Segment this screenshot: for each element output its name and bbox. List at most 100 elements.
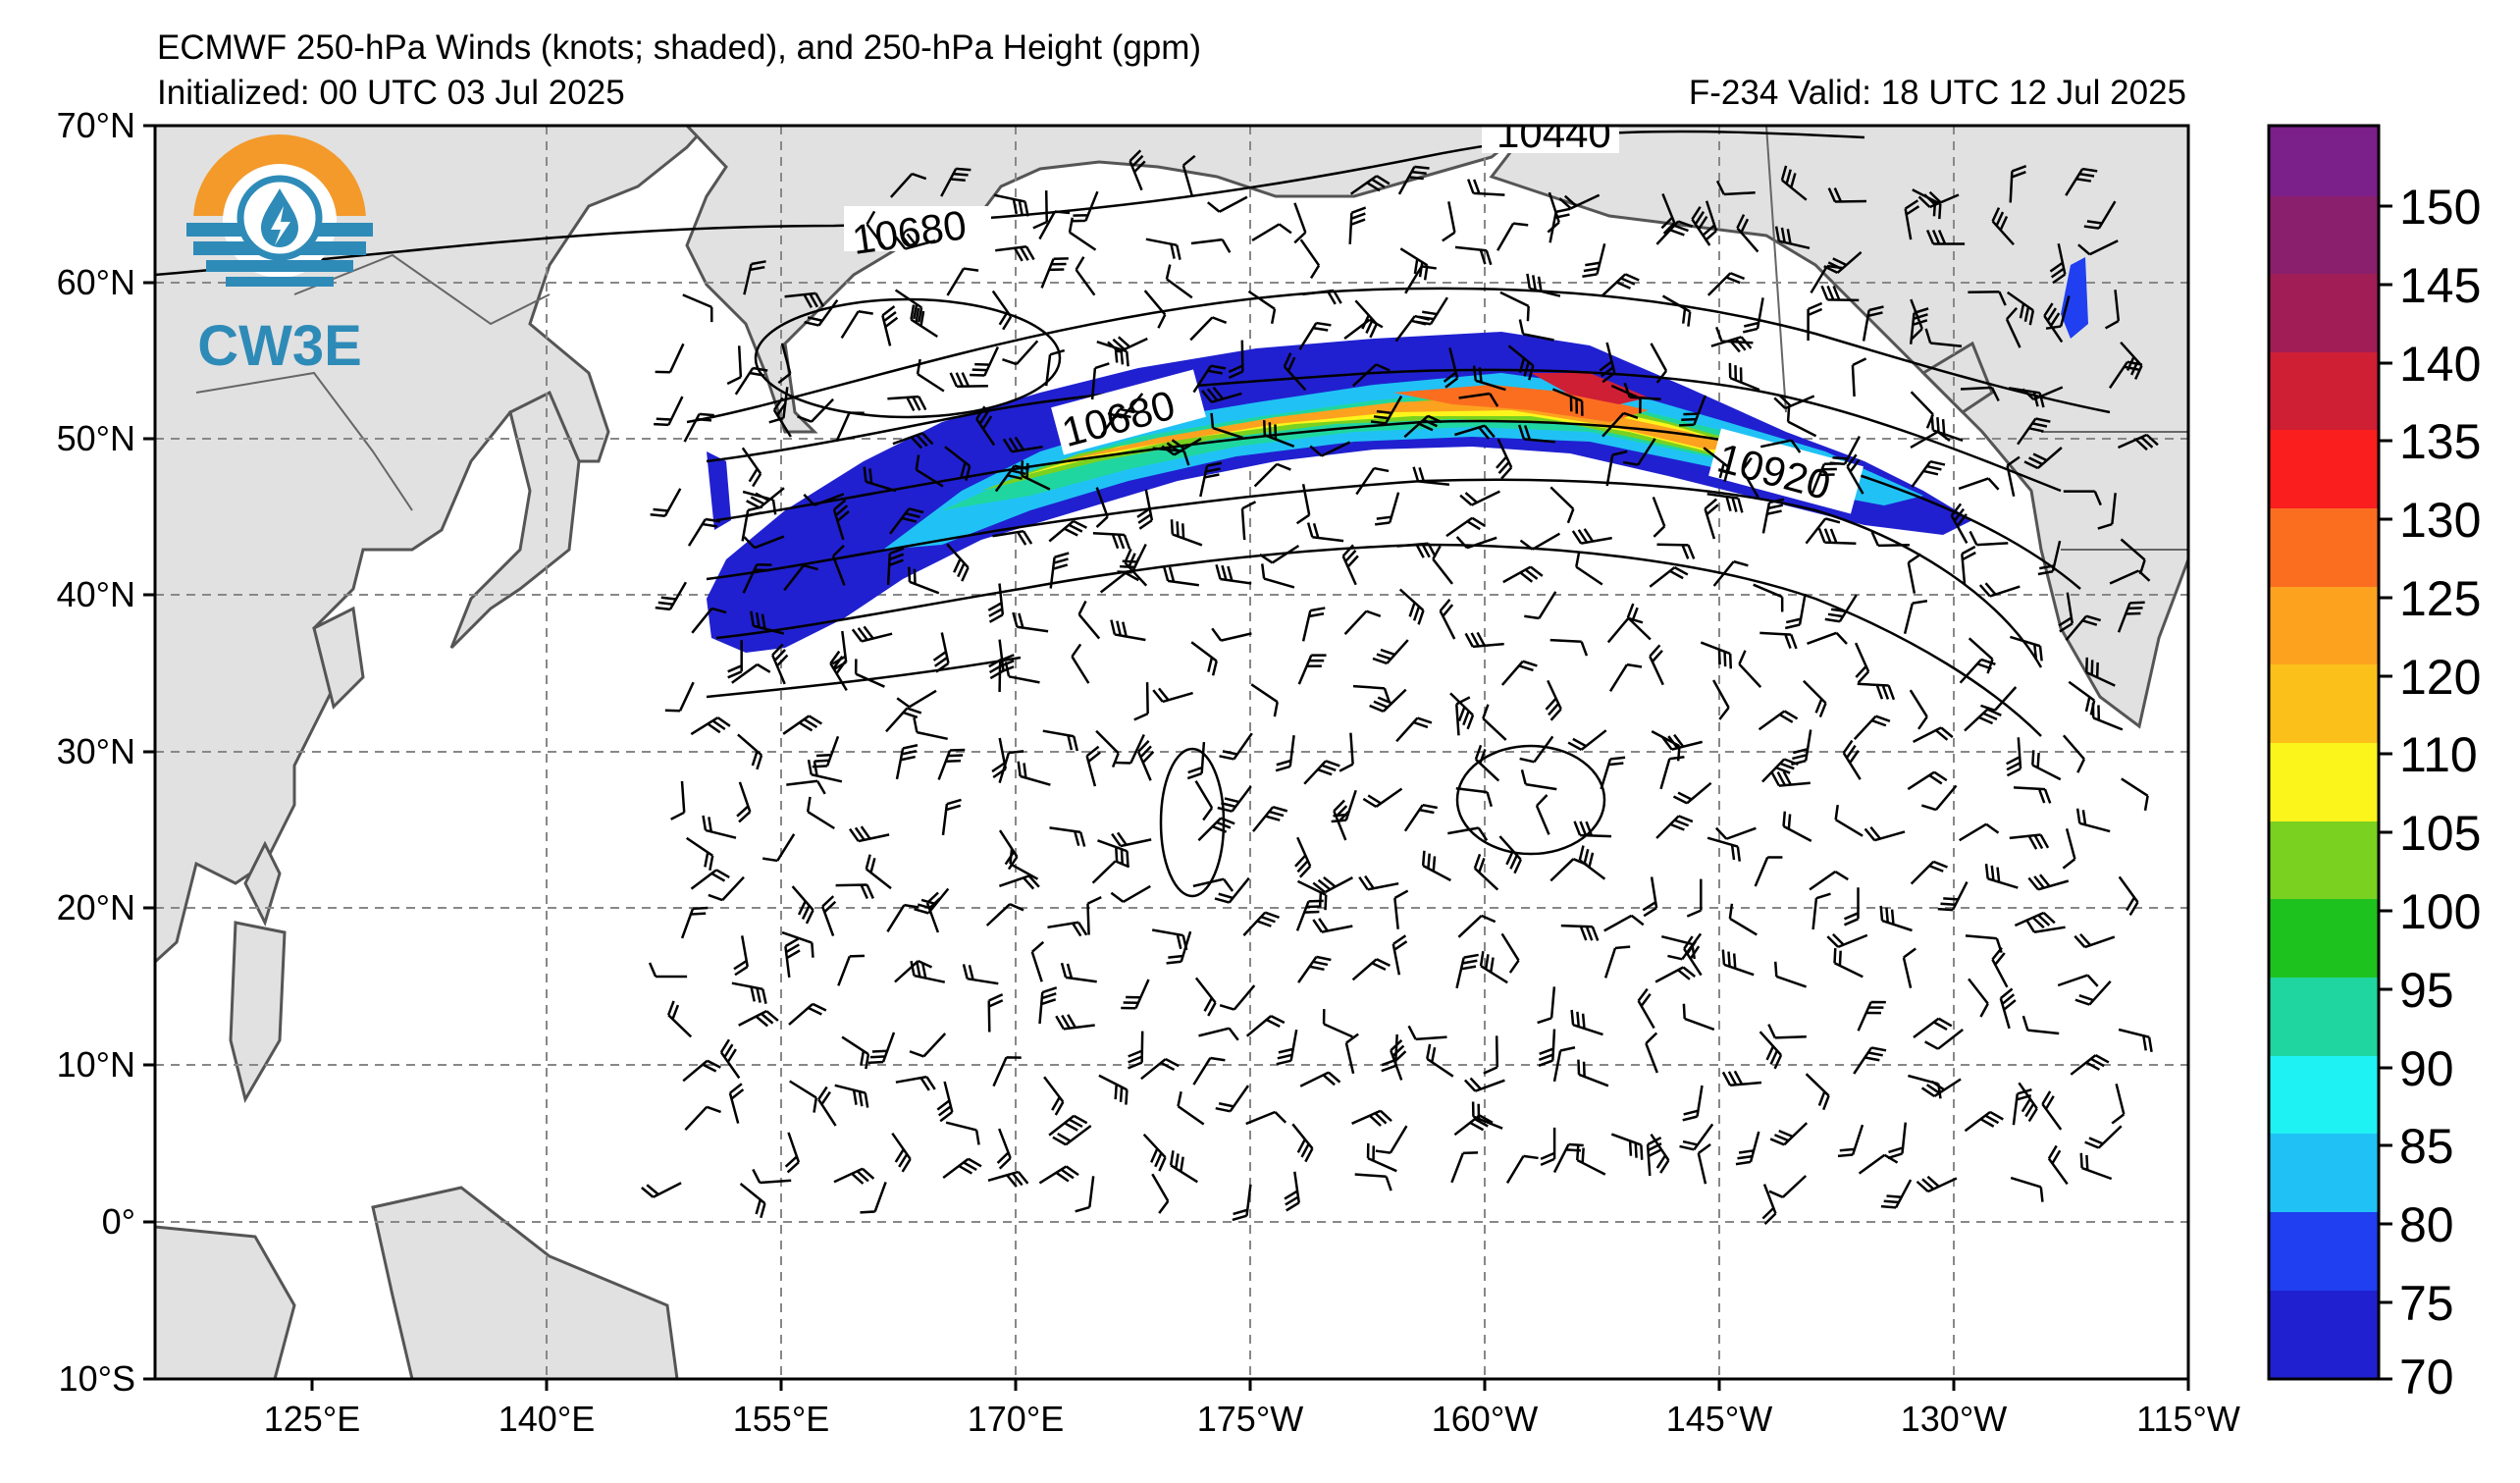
wind-barb [1459, 490, 1500, 506]
wind-barb [1809, 870, 1849, 891]
wind-barb [807, 759, 843, 783]
wind-barb [1712, 679, 1730, 720]
wind-barb [885, 707, 922, 733]
wind-barb [2023, 447, 2063, 470]
wind-barb [1526, 273, 1561, 297]
wind-barb [1969, 530, 2009, 547]
wind-barb [1576, 1144, 1606, 1176]
wind-barb [1807, 631, 1848, 645]
wind-barb [2065, 614, 2102, 642]
wind-barb [1805, 1073, 1830, 1111]
wind-barb [772, 397, 792, 438]
wind-barb [2006, 737, 2022, 777]
wind-barb [2065, 167, 2098, 196]
lat-label: 50°N [57, 418, 135, 458]
wind-barb [1968, 637, 1994, 674]
wind-barb [1907, 553, 1922, 594]
wind-barb [2021, 1015, 2060, 1035]
wind-barb [1247, 290, 1277, 324]
wind-barb [913, 716, 948, 741]
wind-barb [1924, 1029, 1964, 1050]
wind-barb [1958, 477, 2000, 491]
wind-barb [881, 305, 899, 346]
wind-barb [1473, 853, 1499, 891]
wind-barb [1219, 984, 1256, 1011]
wind-barb [1703, 447, 1730, 482]
wind-barb [915, 454, 944, 488]
wind-barb [1817, 528, 1857, 546]
wind-barb [1219, 732, 1253, 761]
wind-barb [654, 396, 684, 427]
lat-label: 70°N [57, 105, 135, 145]
wind-barb [1250, 683, 1279, 717]
wind-barb [1920, 784, 1958, 812]
wind-barb [1837, 1124, 1864, 1158]
wind-barb [1092, 532, 1131, 550]
lon-label: 160°W [1432, 1399, 1538, 1439]
colorbar-tick: 70 [2399, 1350, 2454, 1404]
wind-barb [719, 1038, 741, 1080]
wind-barb [1853, 1046, 1887, 1075]
valid-time: F-234 Valid: 18 UTC 12 Jul 2025 [1689, 74, 2186, 112]
wind-barb [1215, 564, 1252, 585]
wind-barb [1524, 591, 1557, 620]
wind-barb [837, 954, 866, 986]
colorbar-tick: 100 [2399, 884, 2481, 939]
wind-barb [1048, 519, 1087, 543]
wind-barb [1623, 382, 1661, 401]
wind-barb [1937, 881, 1969, 912]
wind-barb [1306, 522, 1344, 543]
wind-barb [1136, 739, 1155, 781]
wind-barb [1499, 291, 1530, 322]
wind-barb [894, 959, 933, 983]
wind-barb [946, 543, 970, 582]
lat-labels: 70°N 60°N 50°N 40°N 30°N 20°N 10°N 0° 10… [57, 105, 135, 1399]
wind-barb [1199, 461, 1223, 498]
wind-barb [1404, 265, 1437, 294]
wind-barb [664, 681, 695, 713]
lon-label: 155°E [733, 1399, 829, 1439]
lon-label: 145°W [1666, 1399, 1772, 1439]
wind-barb [1650, 343, 1668, 384]
wind-barb [1930, 415, 1964, 442]
wind-barb [925, 891, 941, 933]
wind-barb [1228, 340, 1244, 379]
colorbar-tick: 130 [2399, 493, 2481, 548]
wind-barb [1049, 826, 1086, 847]
wind-barb [996, 1128, 1012, 1170]
wind-barb [1823, 250, 1863, 275]
wind-barb [1656, 543, 1696, 559]
wind-barb [992, 529, 1033, 546]
wind-barb [1375, 1125, 1408, 1154]
wind-barb [1807, 301, 1823, 341]
wind-barb [992, 1056, 1022, 1087]
wind-barb [910, 960, 946, 983]
wind-barb [1086, 896, 1102, 935]
wind-barb [1043, 1076, 1065, 1116]
wind-barb [741, 505, 763, 542]
wind-barb [2017, 417, 2051, 446]
wind-barb [1570, 1009, 1603, 1036]
wind-barb [833, 1167, 875, 1185]
colorbar-tick: 135 [2399, 414, 2481, 469]
wind-barb [1259, 544, 1300, 564]
colorbar-tick: 85 [2399, 1119, 2454, 1174]
wind-barb [863, 466, 897, 493]
wind-barb [728, 1083, 745, 1124]
wind-barb [682, 293, 713, 323]
wind-barb [1190, 238, 1232, 253]
wind-barb [1496, 222, 1529, 251]
wind-barb [1909, 689, 1928, 730]
wind-barb [1500, 660, 1538, 686]
wind-barb [2075, 808, 2111, 833]
wind-barb [1099, 571, 1139, 594]
wind-barb [1646, 1137, 1663, 1177]
wind-barb [1870, 531, 1910, 548]
wind-barb [1910, 298, 1923, 341]
wind-barb [1961, 545, 1976, 586]
wind-barb [832, 499, 850, 541]
wind-barb [1691, 205, 1711, 246]
wind-barb [1811, 892, 1831, 930]
wind-barb [835, 411, 865, 443]
